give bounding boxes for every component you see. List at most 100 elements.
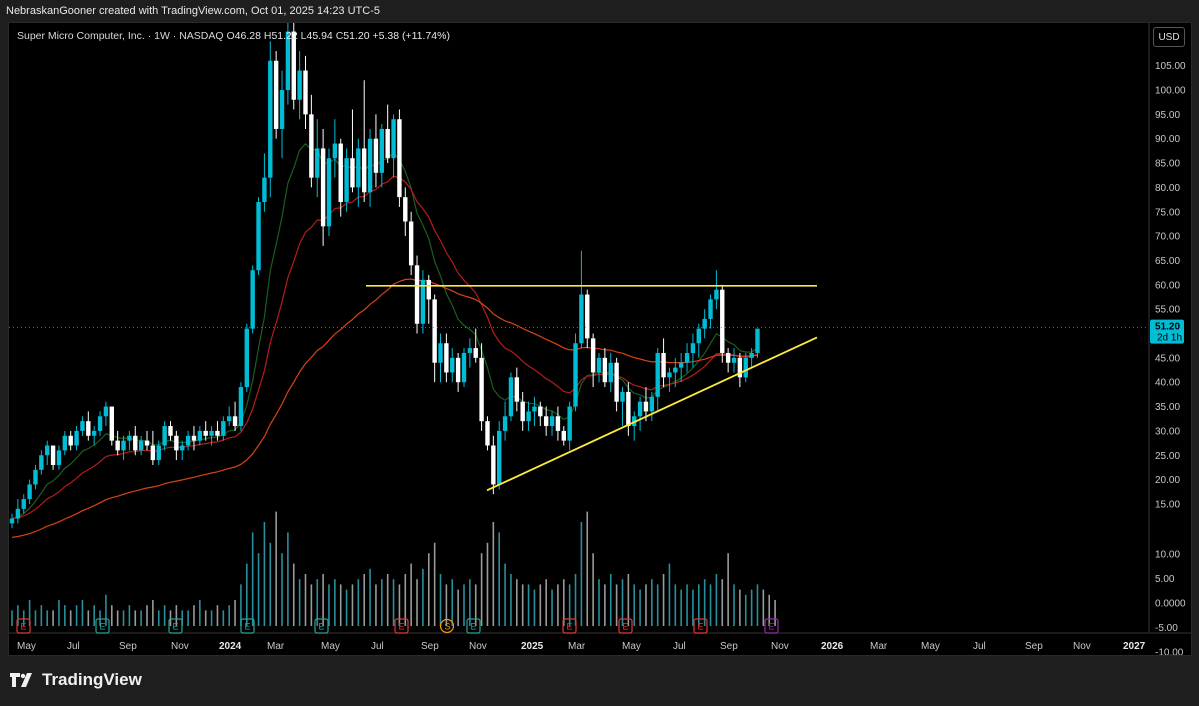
volume-bar bbox=[28, 600, 31, 626]
candle-body bbox=[461, 352, 467, 383]
volume-bar bbox=[234, 600, 236, 626]
candle-body bbox=[62, 435, 68, 451]
volume-bar bbox=[375, 584, 377, 626]
time-tick-label: Jul bbox=[67, 641, 80, 652]
candle-body bbox=[39, 455, 44, 470]
candle-body bbox=[356, 148, 361, 188]
volume-bar bbox=[275, 511, 277, 626]
candle-body bbox=[326, 158, 332, 227]
time-tick-label: Jul bbox=[973, 641, 986, 652]
volume-bar bbox=[398, 584, 401, 626]
support-trendline bbox=[486, 336, 818, 492]
candle-body bbox=[467, 348, 473, 353]
volume-tick-label: 10.00 bbox=[1155, 550, 1180, 561]
volume-bar bbox=[686, 584, 688, 626]
volume-bar bbox=[93, 605, 95, 626]
candle-body bbox=[191, 435, 197, 441]
time-tick-label: Mar bbox=[870, 641, 888, 652]
earnings-marker bbox=[314, 618, 329, 634]
time-tick-label: 2026 bbox=[821, 641, 844, 652]
chart-canvas[interactable]: 105.00 100.00 95.00 90.00 85.00 80.00 75.00 70.… bbox=[9, 23, 1191, 655]
candle-body bbox=[133, 435, 138, 451]
volume-bar bbox=[445, 584, 448, 626]
candle-body bbox=[673, 367, 678, 373]
event-marker-label: E bbox=[698, 622, 704, 632]
earnings-marker bbox=[764, 618, 779, 634]
event-marker-label: E bbox=[399, 622, 405, 632]
time-tick-label: May bbox=[622, 641, 641, 652]
volume-bar bbox=[269, 542, 272, 626]
candle-body bbox=[520, 401, 525, 422]
volume-bar bbox=[545, 579, 547, 626]
candle-body bbox=[397, 119, 402, 198]
volume-bar bbox=[122, 610, 125, 626]
candle-body bbox=[590, 338, 596, 373]
volume-bar bbox=[357, 579, 360, 626]
chart-frame[interactable]: 105.00 100.00 95.00 90.00 85.00 80.00 75.00 70.… bbox=[8, 22, 1192, 656]
last-price-tag bbox=[1150, 319, 1184, 344]
candle-body bbox=[737, 357, 743, 378]
candle-body bbox=[244, 328, 249, 388]
time-tick-label: 2024 bbox=[219, 641, 242, 652]
candle-body bbox=[497, 430, 502, 485]
volume-bar bbox=[17, 605, 19, 626]
earnings-marker bbox=[693, 618, 708, 634]
volume-bar bbox=[498, 532, 501, 626]
volume-bar bbox=[251, 532, 254, 626]
candle-body bbox=[97, 416, 103, 431]
candle-body bbox=[408, 221, 414, 266]
candle-body bbox=[626, 391, 631, 427]
volume-bar bbox=[739, 589, 741, 626]
volume-bar bbox=[246, 563, 248, 626]
symbol-name[interactable]: Super Micro Computer, Inc. · 1W · NASDAQ bbox=[17, 30, 224, 42]
volume-bar bbox=[175, 605, 178, 626]
candle-body bbox=[27, 484, 32, 500]
chart-header: NebraskanGooner created with TradingView… bbox=[0, 0, 1199, 22]
candle-body bbox=[33, 469, 38, 485]
candle-body bbox=[555, 416, 561, 431]
candle-body bbox=[608, 362, 613, 383]
volume-bar bbox=[240, 584, 242, 626]
volume-bar bbox=[287, 532, 289, 626]
price-tick-label: 15.00 bbox=[1155, 499, 1180, 510]
volume-bar bbox=[369, 568, 371, 626]
volume-bar bbox=[586, 511, 589, 626]
candle-body bbox=[526, 411, 531, 422]
volume-bar bbox=[199, 600, 201, 626]
volume-bar bbox=[105, 594, 107, 626]
candle-body bbox=[115, 440, 120, 451]
currency-button[interactable]: USD bbox=[1153, 27, 1185, 47]
time-tick-label: Sep bbox=[119, 641, 137, 652]
volume-bar bbox=[11, 610, 13, 626]
candle-body bbox=[391, 119, 396, 159]
candle-body bbox=[731, 357, 737, 363]
candle-body bbox=[185, 435, 191, 446]
footer: TradingView bbox=[0, 656, 1199, 706]
time-tick-label: 2025 bbox=[521, 641, 544, 652]
candle-body bbox=[379, 128, 385, 173]
candle-body bbox=[367, 138, 373, 193]
candle-body bbox=[690, 343, 696, 353]
candle-body bbox=[473, 348, 478, 358]
volume-bar bbox=[64, 605, 66, 626]
tradingview-logo[interactable]: TradingView bbox=[10, 670, 142, 690]
price-tick-label: 55.00 bbox=[1155, 305, 1180, 316]
price-tick-label: 65.00 bbox=[1155, 256, 1180, 267]
volume-bar bbox=[99, 610, 101, 626]
volume-bar bbox=[774, 600, 776, 626]
candle-body bbox=[532, 406, 537, 412]
volume-bar bbox=[386, 574, 389, 626]
candle-body bbox=[444, 343, 449, 373]
candle-body bbox=[432, 299, 437, 363]
volume-bar bbox=[163, 605, 166, 626]
change-value: +5.38 (+11.74%) bbox=[372, 30, 450, 42]
volume-bar bbox=[504, 563, 506, 626]
volume-bar bbox=[474, 584, 477, 626]
volume-bar bbox=[510, 574, 512, 626]
volume-bar bbox=[134, 610, 137, 626]
candle-body bbox=[45, 445, 50, 456]
volume-bar bbox=[562, 579, 565, 626]
price-tick-label: 60.00 bbox=[1155, 280, 1180, 291]
candle-body bbox=[344, 158, 349, 203]
volume-bar bbox=[727, 553, 729, 626]
